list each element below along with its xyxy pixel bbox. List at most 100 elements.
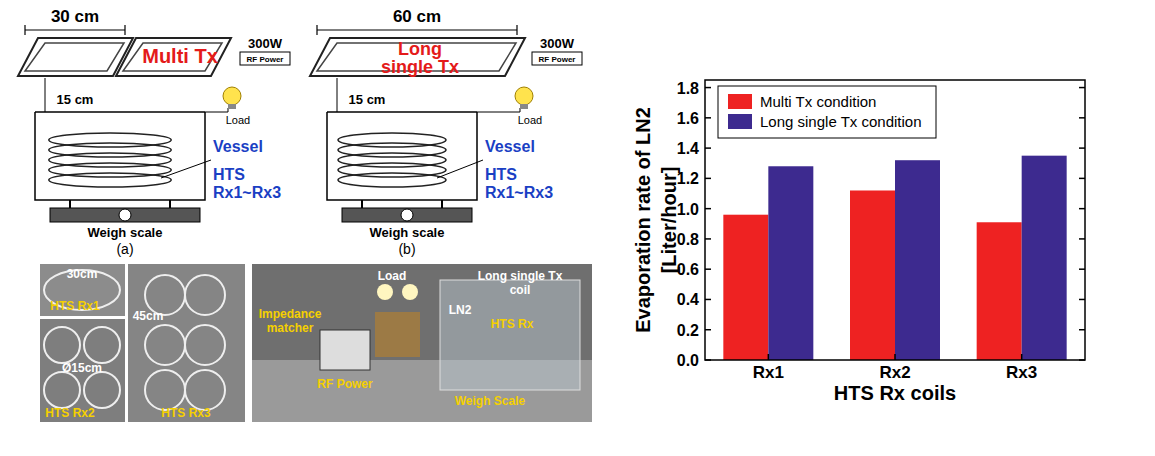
setup-diagram: 60 cmLongsingle Tx300WRF Power15 cmLoadV… xyxy=(310,7,582,257)
y-tick xyxy=(1079,117,1085,119)
y-tick xyxy=(705,268,711,270)
photo-coil xyxy=(185,325,225,365)
photo-coil xyxy=(84,327,120,363)
tx-label: Multi Tx xyxy=(142,45,218,67)
photo xyxy=(128,264,245,422)
legend-label: Multi Tx condition xyxy=(760,93,876,110)
photo-label: RF Power xyxy=(317,377,373,391)
power-box-label: RF Power xyxy=(539,55,576,64)
load-bulb xyxy=(228,104,236,109)
tx-coil xyxy=(116,38,231,76)
y-tick xyxy=(705,147,711,149)
vessel-label: Vessel xyxy=(485,138,535,155)
vessel xyxy=(327,112,477,200)
x-tick-label: Rx3 xyxy=(1006,363,1037,382)
y-tick-label: 0.4 xyxy=(677,291,699,308)
bar xyxy=(723,215,768,360)
scale-label: Weigh scale xyxy=(88,225,163,240)
y-tick xyxy=(705,117,711,119)
vessel-label: Vessel xyxy=(213,138,263,155)
y-tick xyxy=(1079,87,1085,89)
photo-coil xyxy=(185,370,225,410)
y-tick xyxy=(1079,299,1085,301)
photo-rf-power xyxy=(320,330,370,370)
y-tick xyxy=(1079,268,1085,270)
y-tick-label: 0.2 xyxy=(677,322,699,339)
photo-box xyxy=(375,312,420,357)
photo-label: matcher xyxy=(267,321,314,335)
photo-label: Long single Tx xyxy=(478,269,563,283)
load-bulb xyxy=(515,87,533,105)
y-tick-label: 1.4 xyxy=(677,140,699,157)
panel-tag: (b) xyxy=(398,241,415,257)
photo-setup: LoadLong single TxcoilLN2HTS RxImpedance… xyxy=(252,264,592,422)
y-tick xyxy=(1079,359,1085,361)
leg xyxy=(441,200,443,208)
x-axis-label: HTS Rx coils xyxy=(834,382,956,404)
x-tick xyxy=(1021,354,1023,360)
wire xyxy=(205,108,228,112)
dimension-line xyxy=(24,25,25,35)
y-tick-label: 1.6 xyxy=(677,110,699,127)
rx-label: Rx1~Rx3 xyxy=(213,184,281,201)
y-tick xyxy=(1079,238,1085,240)
photo-label: HTS Rx2 xyxy=(45,406,95,420)
photo-bulb xyxy=(402,284,418,300)
rf-power-box xyxy=(240,52,290,65)
power-label: 300W xyxy=(248,36,283,51)
power-label: 300W xyxy=(540,36,575,51)
bar xyxy=(850,190,895,360)
dimension-line xyxy=(337,78,338,112)
photo-coil xyxy=(145,370,185,410)
dimension-line xyxy=(516,25,517,35)
y-tick xyxy=(1079,329,1085,331)
rx-label: HTS xyxy=(213,166,245,183)
y-tick-label: 0.0 xyxy=(677,352,699,369)
photo-label: HTS Rx xyxy=(491,317,534,331)
y-tick xyxy=(705,208,711,210)
y-tick xyxy=(705,359,711,361)
rx-coil xyxy=(49,173,171,187)
load-bulb xyxy=(223,87,241,105)
y-tick-label: 0.8 xyxy=(677,231,699,248)
tx-coil xyxy=(123,43,222,71)
plot-frame xyxy=(705,80,1085,360)
photo-label: LN2 xyxy=(449,303,472,317)
y-tick-label: 1.2 xyxy=(677,170,699,187)
x-tick xyxy=(768,354,770,360)
x-tick-label: Rx2 xyxy=(879,363,910,382)
legend-swatch xyxy=(728,114,752,129)
tx-coil xyxy=(18,38,133,76)
dimension-label: 60 cm xyxy=(393,7,441,26)
pointer xyxy=(161,160,211,178)
photo-coil xyxy=(185,275,225,315)
y-tick xyxy=(1079,147,1085,149)
y-tick xyxy=(1079,208,1085,210)
load-bulb xyxy=(520,104,528,109)
y-tick xyxy=(705,178,711,180)
photo-label: Ø15cm xyxy=(62,361,102,375)
y-tick xyxy=(705,87,711,89)
photo-label: Impedance xyxy=(259,307,322,321)
tx-label: single Tx xyxy=(381,57,459,77)
rx-label: Rx1~Rx3 xyxy=(485,184,553,201)
dimension-line xyxy=(316,25,317,35)
rx-coil xyxy=(338,173,446,187)
rf-power-box xyxy=(532,52,582,65)
weigh-scale-gauge xyxy=(401,209,413,221)
y-tick xyxy=(705,238,711,240)
leg xyxy=(69,200,71,208)
photo-bulb xyxy=(377,284,393,300)
photo xyxy=(40,264,125,316)
photo-label: 45cm xyxy=(133,309,164,323)
load-label: Load xyxy=(226,114,250,126)
dimension-line xyxy=(25,29,125,30)
y-tick-label: 1.0 xyxy=(677,201,699,218)
dimension-line xyxy=(317,29,517,30)
y-tick xyxy=(705,299,711,301)
legend-label: Long single Tx condition xyxy=(760,113,922,130)
scale-label: Weigh scale xyxy=(370,225,445,240)
bars xyxy=(723,156,1066,360)
leg xyxy=(169,200,171,208)
legend-swatch xyxy=(728,94,752,109)
